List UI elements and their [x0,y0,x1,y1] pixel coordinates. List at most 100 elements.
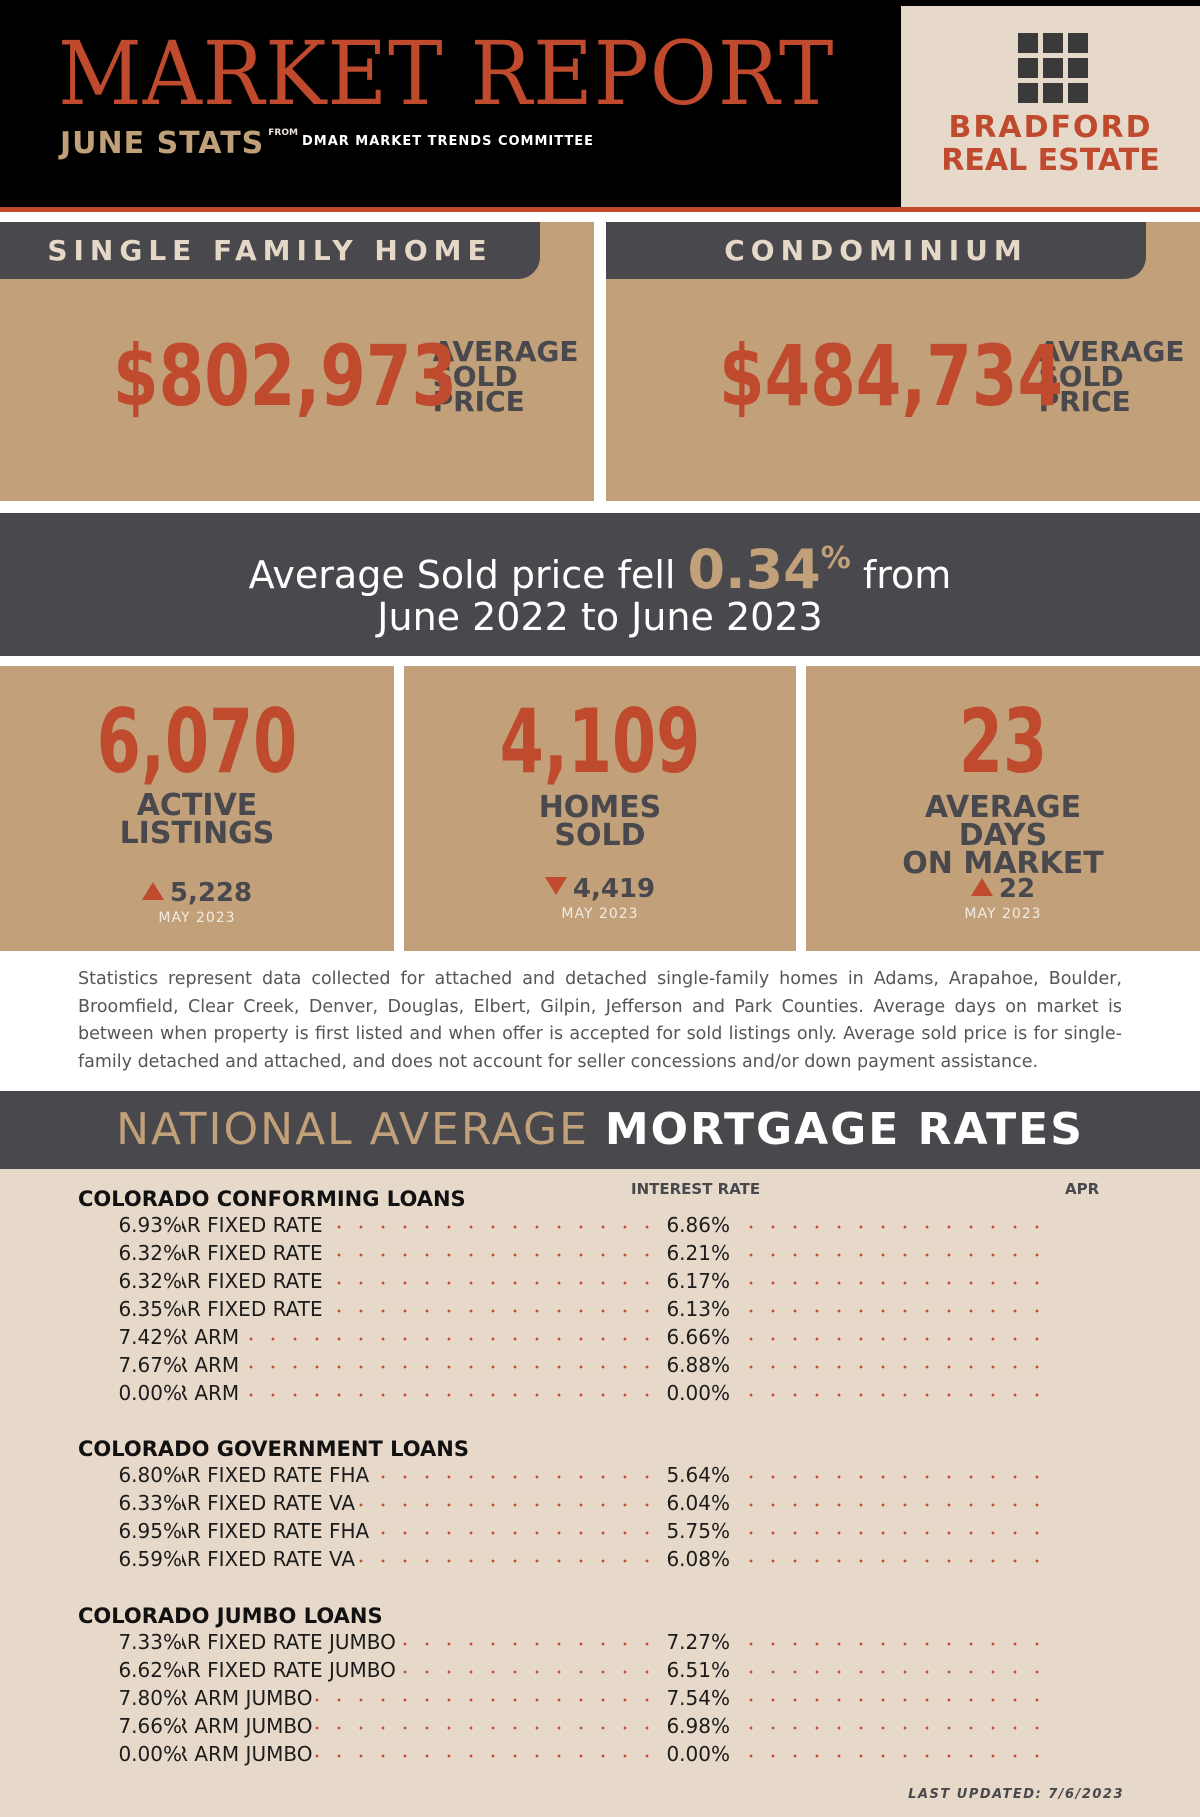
rate-row: 5-YEAR ARM JUMBO 6.98% 7.66% [118,1714,1120,1742]
price-label-line: SOLD [432,359,518,393]
last-updated: LAST UPDATED: 7/6/2023 [908,1787,1124,1802]
rate-row: 10-YEAR FIXED RATE 6.13% 6.35% [118,1297,1120,1325]
price-label-line: PRICE [1038,384,1131,418]
interest-rate-value: 6.21% [666,1241,730,1265]
leader-dots [118,1528,658,1538]
interest-rate-value: 6.13% [666,1297,730,1321]
rate-row: 15-YEAR FIXED RATE FHA 5.75% 6.95% [118,1519,1120,1547]
leader-dots [740,1556,1052,1566]
price-label-line: PRICE [432,384,525,418]
leader-dots [118,1306,658,1316]
stat-label: ACTIVE LISTINGS [119,788,275,851]
leader-dots [118,1472,658,1482]
triangle-up-icon [141,882,164,900]
single-family-tab: SINGLE FAMILY HOME [0,222,540,279]
column-header-interest-rate: INTEREST RATE [631,1180,761,1198]
stat-value: 6,070 [96,690,298,793]
leader-dots [118,1556,658,1566]
apr-value: 7.66% [118,1714,182,1742]
apr-value: 0.00% [118,1381,182,1409]
apr-value: 7.42% [118,1325,182,1353]
leader-dots [740,1667,1052,1677]
price-label-line: AVERAGE [1038,334,1185,368]
condominium-price: $484,734 [718,327,1063,425]
apr-value: 7.33% [118,1630,182,1658]
rate-row: 7-YEAR ARM JUMBO 7.54% 7.80% [118,1686,1120,1714]
stat-label: HOMES SOLD [538,790,662,853]
interest-rate-value: 6.66% [666,1325,730,1349]
leader-dots [740,1390,1052,1400]
leader-dots [740,1639,1052,1649]
apr-value: 6.35% [118,1297,182,1325]
leader-dots [740,1472,1052,1482]
leader-dots [118,1500,658,1510]
source-label: DMAR MARKET TRENDS COMMITTEE [301,134,595,149]
apr-value: 6.59% [118,1547,182,1575]
single-family-price-label: AVERAGE SOLD PRICE [432,337,579,418]
mortgage-heading: NATIONAL AVERAGE MORTGAGE RATES [0,1091,1200,1169]
logo: BRADFORD REAL ESTATE [901,6,1200,207]
apr-value: 6.95% [118,1519,182,1547]
single-family-price: $802,973 [112,327,457,425]
loan-section-title: COLORADO CONFORMING LOANS [78,1187,466,1211]
rate-row: 20-YEAR FIXED RATE 6.21% 6.32% [118,1241,1120,1269]
mortgage-rates-table: INTEREST RATE APR LAST UPDATED: 7/6/2023… [0,1169,1200,1817]
leader-dots [740,1306,1052,1316]
leader-dots [740,1751,1052,1761]
apr-value: 6.62% [118,1658,182,1686]
logo-line-1: BRADFORD [948,110,1153,145]
interest-rate-value: 7.27% [666,1630,730,1654]
leader-dots [740,1222,1052,1232]
leader-dots [118,1334,658,1344]
logo-line-2: REAL ESTATE [941,143,1160,178]
stat-homes-sold: 4,109 HOMES SOLD 4,419 MAY 2023 [404,666,796,951]
condominium-panel: CONDOMINIUM $484,734 AVERAGE SOLD PRICE [606,222,1200,501]
single-family-price-row: $802,973 AVERAGE SOLD PRICE [0,334,594,418]
apr-value: 7.80% [118,1686,182,1714]
rate-row: 30-YEAR FIXED RATE 6.86% 6.93% [118,1213,1120,1241]
apr-value: 6.32% [118,1241,182,1269]
triangle-down-icon [544,877,567,895]
leader-dots [740,1250,1052,1260]
condominium-tab: CONDOMINIUM [606,222,1146,279]
header: MARKET REPORT JUNE STATS FROMDMAR MARKET … [0,0,1200,207]
price-change-banner: Average Sold price fell 0.34% from June … [0,513,1200,656]
condominium-price-label: AVERAGE SOLD PRICE [1038,334,1185,418]
banner-text: Average Sold price fell [248,553,688,597]
banner-text: from [850,553,952,597]
price-label-line: SOLD [1038,359,1124,393]
interest-rate-value: 6.51% [666,1658,730,1682]
stat-compare-period: MAY 2023 [561,906,639,922]
leader-dots [118,1723,658,1733]
building-grid-icon [1018,33,1088,103]
leader-dots [118,1250,658,1260]
stat-value: 4,109 [499,690,701,793]
header-divider [0,207,1200,212]
rate-row: 15-YEAR FIXED RATE 6.17% 6.32% [118,1269,1120,1297]
interest-rate-value: 7.54% [666,1686,730,1710]
subtitle-line: JUNE STATS FROMDMAR MARKET TRENDS COMMITT… [60,126,594,161]
apr-value: 6.32% [118,1269,182,1297]
leader-dots [740,1334,1052,1344]
banner-percent: 0.34% [687,538,851,601]
disclaimer-text: Statistics represent data collected for … [78,969,1122,1072]
stat-value: 23 [958,690,1048,793]
rate-row: 30-YEAR FIXED RATE JUMBO 7.27% 7.33% [118,1630,1120,1658]
leader-dots [740,1695,1052,1705]
leader-dots [118,1362,658,1372]
stat-compare: 22 [806,874,1200,904]
leader-dots [740,1278,1052,1288]
apr-value: 0.00% [118,1742,182,1770]
apr-value: 6.33% [118,1491,182,1519]
stat-compare: 4,419 [404,874,796,904]
interest-rate-value: 6.88% [666,1353,730,1377]
leader-dots [740,1362,1052,1372]
apr-value: 6.93% [118,1213,182,1241]
stat-label: AVERAGE DAYS ON MARKET [902,790,1104,881]
loan-section-title: COLORADO JUMBO LOANS [78,1604,383,1628]
leader-dots [118,1751,658,1761]
column-header-apr: APR [1065,1180,1100,1198]
interest-rate-value: 6.98% [666,1714,730,1738]
